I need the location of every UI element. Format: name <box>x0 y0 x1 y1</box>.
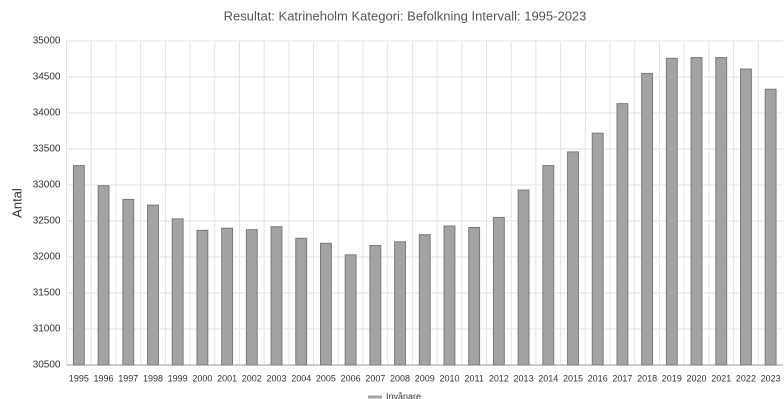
y-tick-label: 31000 <box>33 324 61 335</box>
x-tick-label: 2008 <box>390 373 410 383</box>
x-tick-label: 2013 <box>514 373 534 383</box>
x-tick-label: 2002 <box>242 373 262 383</box>
x-tick-label: 2018 <box>637 373 657 383</box>
x-tick-label: 2022 <box>736 373 756 383</box>
bar <box>221 227 234 366</box>
bar <box>319 242 332 366</box>
bar <box>665 57 678 366</box>
bar <box>171 218 184 366</box>
bar <box>517 189 530 366</box>
bar <box>443 225 456 366</box>
bar <box>147 204 159 366</box>
x-tick-label: 2015 <box>563 373 583 383</box>
x-tick-label: 2017 <box>612 373 632 383</box>
x-tick-label: 2007 <box>365 373 385 383</box>
bar <box>641 72 654 366</box>
bar <box>492 216 505 366</box>
y-tick-label: 35000 <box>33 36 61 47</box>
bar <box>97 185 110 366</box>
x-tick-label: 1999 <box>168 373 188 383</box>
bar <box>245 229 258 366</box>
x-tick-label: 1996 <box>94 373 114 383</box>
bar <box>690 57 703 366</box>
x-tick-label: 2005 <box>316 373 336 383</box>
x-tick-label: 2019 <box>662 373 682 383</box>
x-tick-label: 2001 <box>217 373 237 383</box>
x-tick-label: 2009 <box>415 373 435 383</box>
y-tick-label: 32000 <box>33 252 61 263</box>
bar <box>715 57 728 366</box>
bar <box>567 151 579 366</box>
y-tick-label: 34000 <box>33 108 61 119</box>
x-tick-label: 2006 <box>341 373 361 383</box>
y-tick-label: 31500 <box>33 288 61 299</box>
y-tick-label: 34500 <box>33 72 61 83</box>
x-tick-label: 2023 <box>761 373 781 383</box>
x-tick-label: 2003 <box>266 373 286 383</box>
bar <box>591 132 604 366</box>
x-tick-label: 2012 <box>489 373 509 383</box>
x-tick-label: 2011 <box>464 373 483 383</box>
bar <box>616 103 629 366</box>
y-tick-label: 30500 <box>33 360 61 371</box>
x-tick-label: 2000 <box>192 373 212 383</box>
x-tick-label: 1995 <box>69 373 89 383</box>
y-tick-label: 33500 <box>33 144 61 155</box>
bar <box>468 226 481 366</box>
bar <box>542 165 555 366</box>
bar <box>418 234 431 366</box>
bar <box>72 165 85 366</box>
bar <box>196 229 209 366</box>
x-tick-label: 2010 <box>439 373 459 383</box>
y-axis-label: Antal <box>9 188 24 218</box>
bar <box>764 88 777 366</box>
x-tick-label: 2004 <box>291 373 311 383</box>
bar <box>394 241 406 366</box>
x-tick-label: 2021 <box>711 373 731 383</box>
y-tick-label: 32500 <box>33 216 61 227</box>
bar <box>270 226 283 366</box>
chart-title: Resultat: Katrineholm Kategori: Befolkni… <box>224 8 587 23</box>
x-tick-label: 2016 <box>588 373 608 383</box>
legend-label: Invånare <box>386 391 421 399</box>
bar <box>344 254 357 366</box>
bar <box>740 68 752 366</box>
bar <box>122 198 135 366</box>
x-tick-label: 2014 <box>538 373 558 383</box>
bar <box>369 244 382 366</box>
x-tick-label: 1998 <box>143 373 163 383</box>
x-tick-label: 2020 <box>687 373 707 383</box>
bar <box>295 237 308 366</box>
y-tick-label: 33000 <box>33 180 61 191</box>
x-tick-label: 1997 <box>118 373 138 383</box>
